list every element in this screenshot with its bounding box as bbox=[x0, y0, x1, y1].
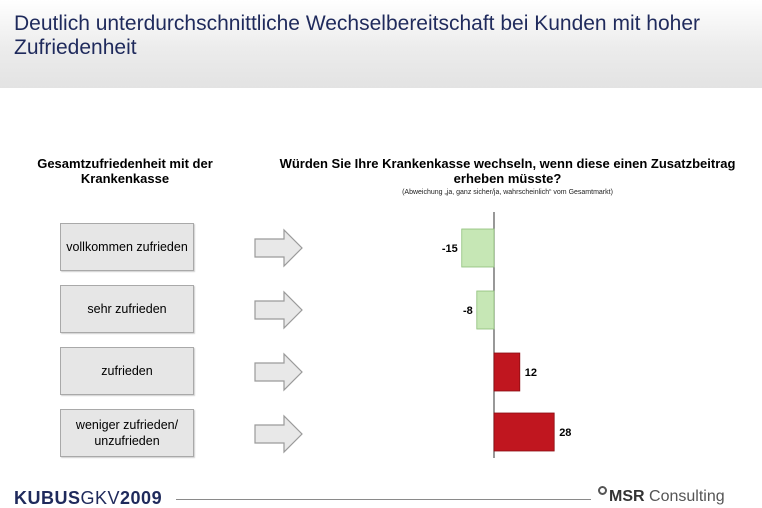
logo-consulting: Consulting bbox=[649, 488, 725, 505]
bar-value-label-3: 28 bbox=[559, 427, 571, 439]
category-box-weniger-zufrieden: weniger zufrieden/ unzufrieden bbox=[60, 409, 194, 457]
bar-0 bbox=[461, 228, 495, 268]
brand-kubus: KUBUS bbox=[14, 488, 81, 508]
category-box-sehr-zufrieden: sehr zufrieden bbox=[60, 285, 194, 333]
slide-title: Deutlich unterdurchschnittliche Wechselb… bbox=[14, 12, 700, 59]
category-box-zufrieden: zufrieden bbox=[60, 347, 194, 395]
bar-value-label-2: 12 bbox=[525, 367, 537, 379]
arrow-right-icon bbox=[254, 228, 303, 268]
bar-3 bbox=[493, 412, 555, 452]
kubus-gkv-brand: KUBUSGKV2009 bbox=[14, 488, 162, 508]
arrow-right-icon bbox=[254, 290, 303, 330]
bar-value-label-0: -15 bbox=[442, 243, 458, 255]
right-column-subheading: (Abweichung „ja, ganz sicher/ja, wahrsch… bbox=[402, 189, 613, 196]
category-box-vollkommen-zufrieden: vollkommen zufrieden bbox=[60, 223, 194, 271]
right-column-heading: Würden Sie Ihre Krankenkasse wechseln, w… bbox=[279, 156, 736, 186]
logo-dot-icon bbox=[598, 486, 607, 495]
bar-value-label-1: -8 bbox=[463, 305, 473, 317]
slide-header: Deutlich unterdurchschnittliche Wechselb… bbox=[0, 0, 762, 88]
arrow-right-icon bbox=[254, 352, 303, 392]
bar-1 bbox=[476, 290, 495, 330]
logo-msr: MSR bbox=[609, 488, 645, 505]
bar-2 bbox=[493, 352, 521, 392]
footer-divider bbox=[176, 499, 591, 500]
brand-year: 2009 bbox=[120, 488, 163, 508]
arrow-right-icon bbox=[254, 414, 303, 454]
left-column-heading: Gesamtzufriedenheit mit der Krankenkasse bbox=[37, 156, 213, 186]
brand-gkv: GKV bbox=[80, 488, 121, 508]
msr-consulting-logo: MSR Consulting bbox=[598, 486, 762, 508]
